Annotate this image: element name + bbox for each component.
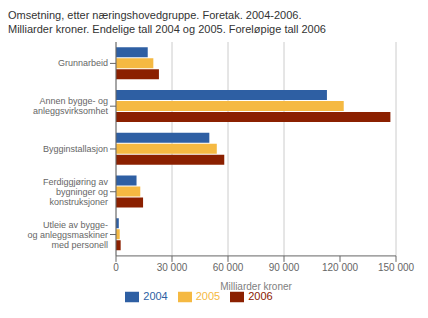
html-text:2005: 2005 — [195, 289, 221, 302]
svg-text:30 000: 30 000 — [157, 262, 188, 273]
html-text:Omsetning, etter næringshovedg: Omsetning, etter næringshovedgruppe. For… — [8, 9, 302, 21]
html-text:Milliarder kroner. Endelige ta: Milliarder kroner. Endelige tall 2004 og… — [8, 23, 326, 35]
html-text:2006: 2006 — [248, 289, 273, 302]
svg-text:150 000: 150 000 — [378, 262, 415, 273]
svg-text:Milliarder kroner: Milliarder kroner — [220, 281, 292, 292]
svg-text:Utleie av bygge-og anleggsmask: Utleie av bygge-og anleggsmaskinermed pe… — [27, 220, 108, 250]
svg-text:60 000: 60 000 — [213, 262, 244, 273]
svg-text:0: 0 — [113, 262, 119, 273]
svg-text:Bygginstallasjon: Bygginstallasjon — [43, 144, 108, 154]
svg-text:Grunnarbeid: Grunnarbeid — [58, 58, 108, 68]
svg-text:Ferdiggjøring avbygninger ogko: Ferdiggjøring avbygninger ogkonstruksjon… — [43, 177, 109, 207]
svg-text:120 000: 120 000 — [322, 262, 359, 273]
svg-text:90 000: 90 000 — [269, 262, 300, 273]
svg-text:Annen bygge- oganleggsvirksomh: Annen bygge- oganleggsvirksomhet — [33, 96, 109, 116]
html-text:2004: 2004 — [143, 289, 168, 302]
